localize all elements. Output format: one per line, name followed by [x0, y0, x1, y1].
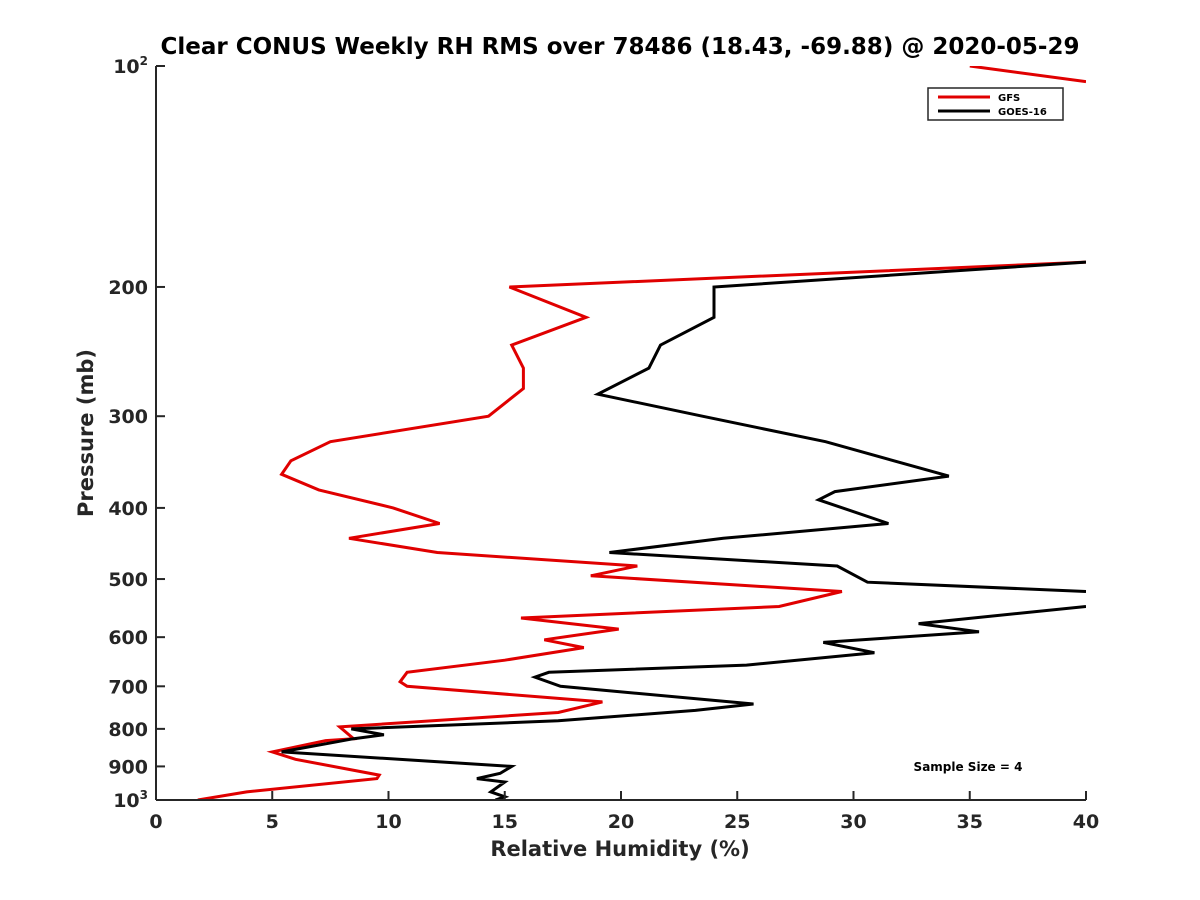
y-tick-label: 102 [113, 54, 148, 78]
y-tick-label: 800 [108, 719, 148, 741]
legend-box [927, 87, 1064, 121]
x-tick-label: 30 [840, 811, 866, 833]
sample-size-annotation: Sample Size = 4 [914, 760, 1023, 774]
y-tick-label: 600 [108, 627, 148, 649]
x-tick-label: 15 [492, 811, 518, 833]
x-tick-label: 10 [375, 811, 401, 833]
legend-label-goes-16: GOES-16 [998, 107, 1047, 118]
series-line-gfs [197, 66, 1086, 800]
x-tick-label: 20 [608, 811, 634, 833]
x-tick-label: 40 [1073, 811, 1099, 833]
x-axis-label: Relative Humidity (%) [490, 837, 749, 861]
legend: GFS GOES-16 [927, 87, 1064, 121]
x-tick-label: 0 [149, 811, 162, 833]
x-tick-label: 25 [724, 811, 750, 833]
plot-area: 0 5 10 15 20 25 30 35 40 102 200 300 400 500 600 700 800… [108, 54, 1099, 833]
chart-title: Clear CONUS Weekly RH RMS over 78486 (18… [161, 34, 1080, 60]
y-tick-label: 400 [108, 498, 148, 520]
y-tick-label: 103 [113, 788, 148, 812]
x-tick-label: 5 [266, 811, 279, 833]
y-tick-label: 500 [108, 569, 148, 591]
y-axis-label: Pressure (mb) [74, 349, 98, 517]
legend-label-gfs: GFS [998, 93, 1020, 104]
series-line-goes-16 [281, 260, 1086, 800]
y-tick-label: 900 [108, 756, 148, 778]
y-tick-label: 200 [108, 277, 148, 299]
y-tick-label: 300 [108, 406, 148, 428]
y-tick-label: 700 [108, 676, 148, 698]
x-tick-label: 35 [957, 811, 983, 833]
